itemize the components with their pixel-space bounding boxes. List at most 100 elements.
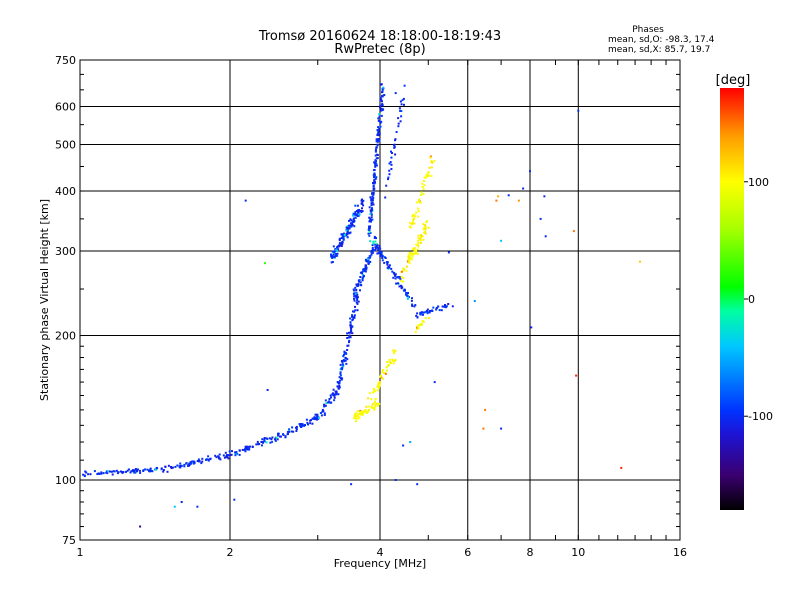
data-point [381,109,384,112]
data-point [330,401,333,404]
data-point [388,358,391,361]
data-point [332,394,335,396]
data-point [274,439,277,442]
data-point [351,316,354,318]
data-point [357,211,360,214]
data-point [229,454,232,456]
data-point [361,276,364,279]
data-point [376,164,378,167]
data-point [337,248,340,251]
data-point [373,169,376,171]
data-point [390,150,392,153]
data-point [332,388,335,391]
data-point [371,192,374,195]
data-point [353,295,356,298]
data-point [399,120,402,123]
data-point [131,469,134,472]
data-point [369,220,371,223]
data-point [375,176,378,179]
data-point [355,414,358,417]
data-point [347,227,350,230]
data-point [352,219,355,222]
data-point [374,159,377,162]
colorbar-ticks: 100 0 -100 [744,176,773,423]
data-point [411,255,414,258]
data-point [144,468,147,471]
data-point [373,161,376,164]
data-point [426,308,429,311]
data-point [441,305,444,308]
data-point [349,324,352,327]
data-point [429,156,432,159]
data-point [366,260,369,263]
data-point [336,385,339,388]
data-point [361,413,363,416]
data-point [339,368,342,371]
data-point [263,262,266,265]
data-point [381,104,384,107]
data-point [243,449,246,452]
data-point [346,225,349,228]
data-point [353,314,356,317]
data-point [401,99,404,102]
data-point [399,278,402,280]
data-point [357,283,360,285]
data-point [207,458,210,461]
data-point [500,427,503,430]
data-point [379,104,382,107]
data-point [290,430,293,433]
data-point [406,297,409,300]
data-point [373,237,376,239]
data-point [333,396,336,399]
data-point [408,262,411,264]
data-point [352,221,355,224]
data-point [430,161,433,164]
data-point [346,231,349,234]
data-point [376,252,379,255]
data-point [395,282,398,285]
data-point [370,250,373,252]
data-point [421,235,424,238]
data-point [295,426,297,429]
data-point [371,403,374,406]
data-point [342,235,345,238]
data-point [426,312,429,315]
data-point [223,456,226,459]
data-point [263,440,266,443]
data-point [111,473,114,476]
data-point [414,252,417,255]
data-point [384,196,387,199]
data-point [298,423,301,425]
data-point [394,479,397,481]
data-point [376,244,379,247]
data-point [348,227,351,230]
data-point [354,211,357,214]
data-point [425,174,428,177]
data-point [374,247,377,250]
data-point [368,234,371,237]
data-point [385,261,388,264]
data-point [399,109,402,112]
data-point [336,252,339,255]
data-point [416,248,419,251]
data-point [380,107,383,110]
data-point [100,472,103,475]
data-point [300,425,303,428]
data-point [376,157,379,160]
data-point [411,303,414,306]
data-point [251,445,254,448]
data-point [355,295,358,298]
data-point [288,429,291,432]
data-point [400,110,403,112]
data-point [349,331,352,334]
data-point [354,305,356,308]
data-point [361,277,364,280]
data-point [433,160,436,163]
data-point [415,243,418,246]
data-point [381,259,384,262]
data-point [112,470,115,473]
x-tick-label: 16 [673,546,687,559]
data-point [328,398,331,400]
data-point [357,214,360,217]
data-point [445,305,448,308]
